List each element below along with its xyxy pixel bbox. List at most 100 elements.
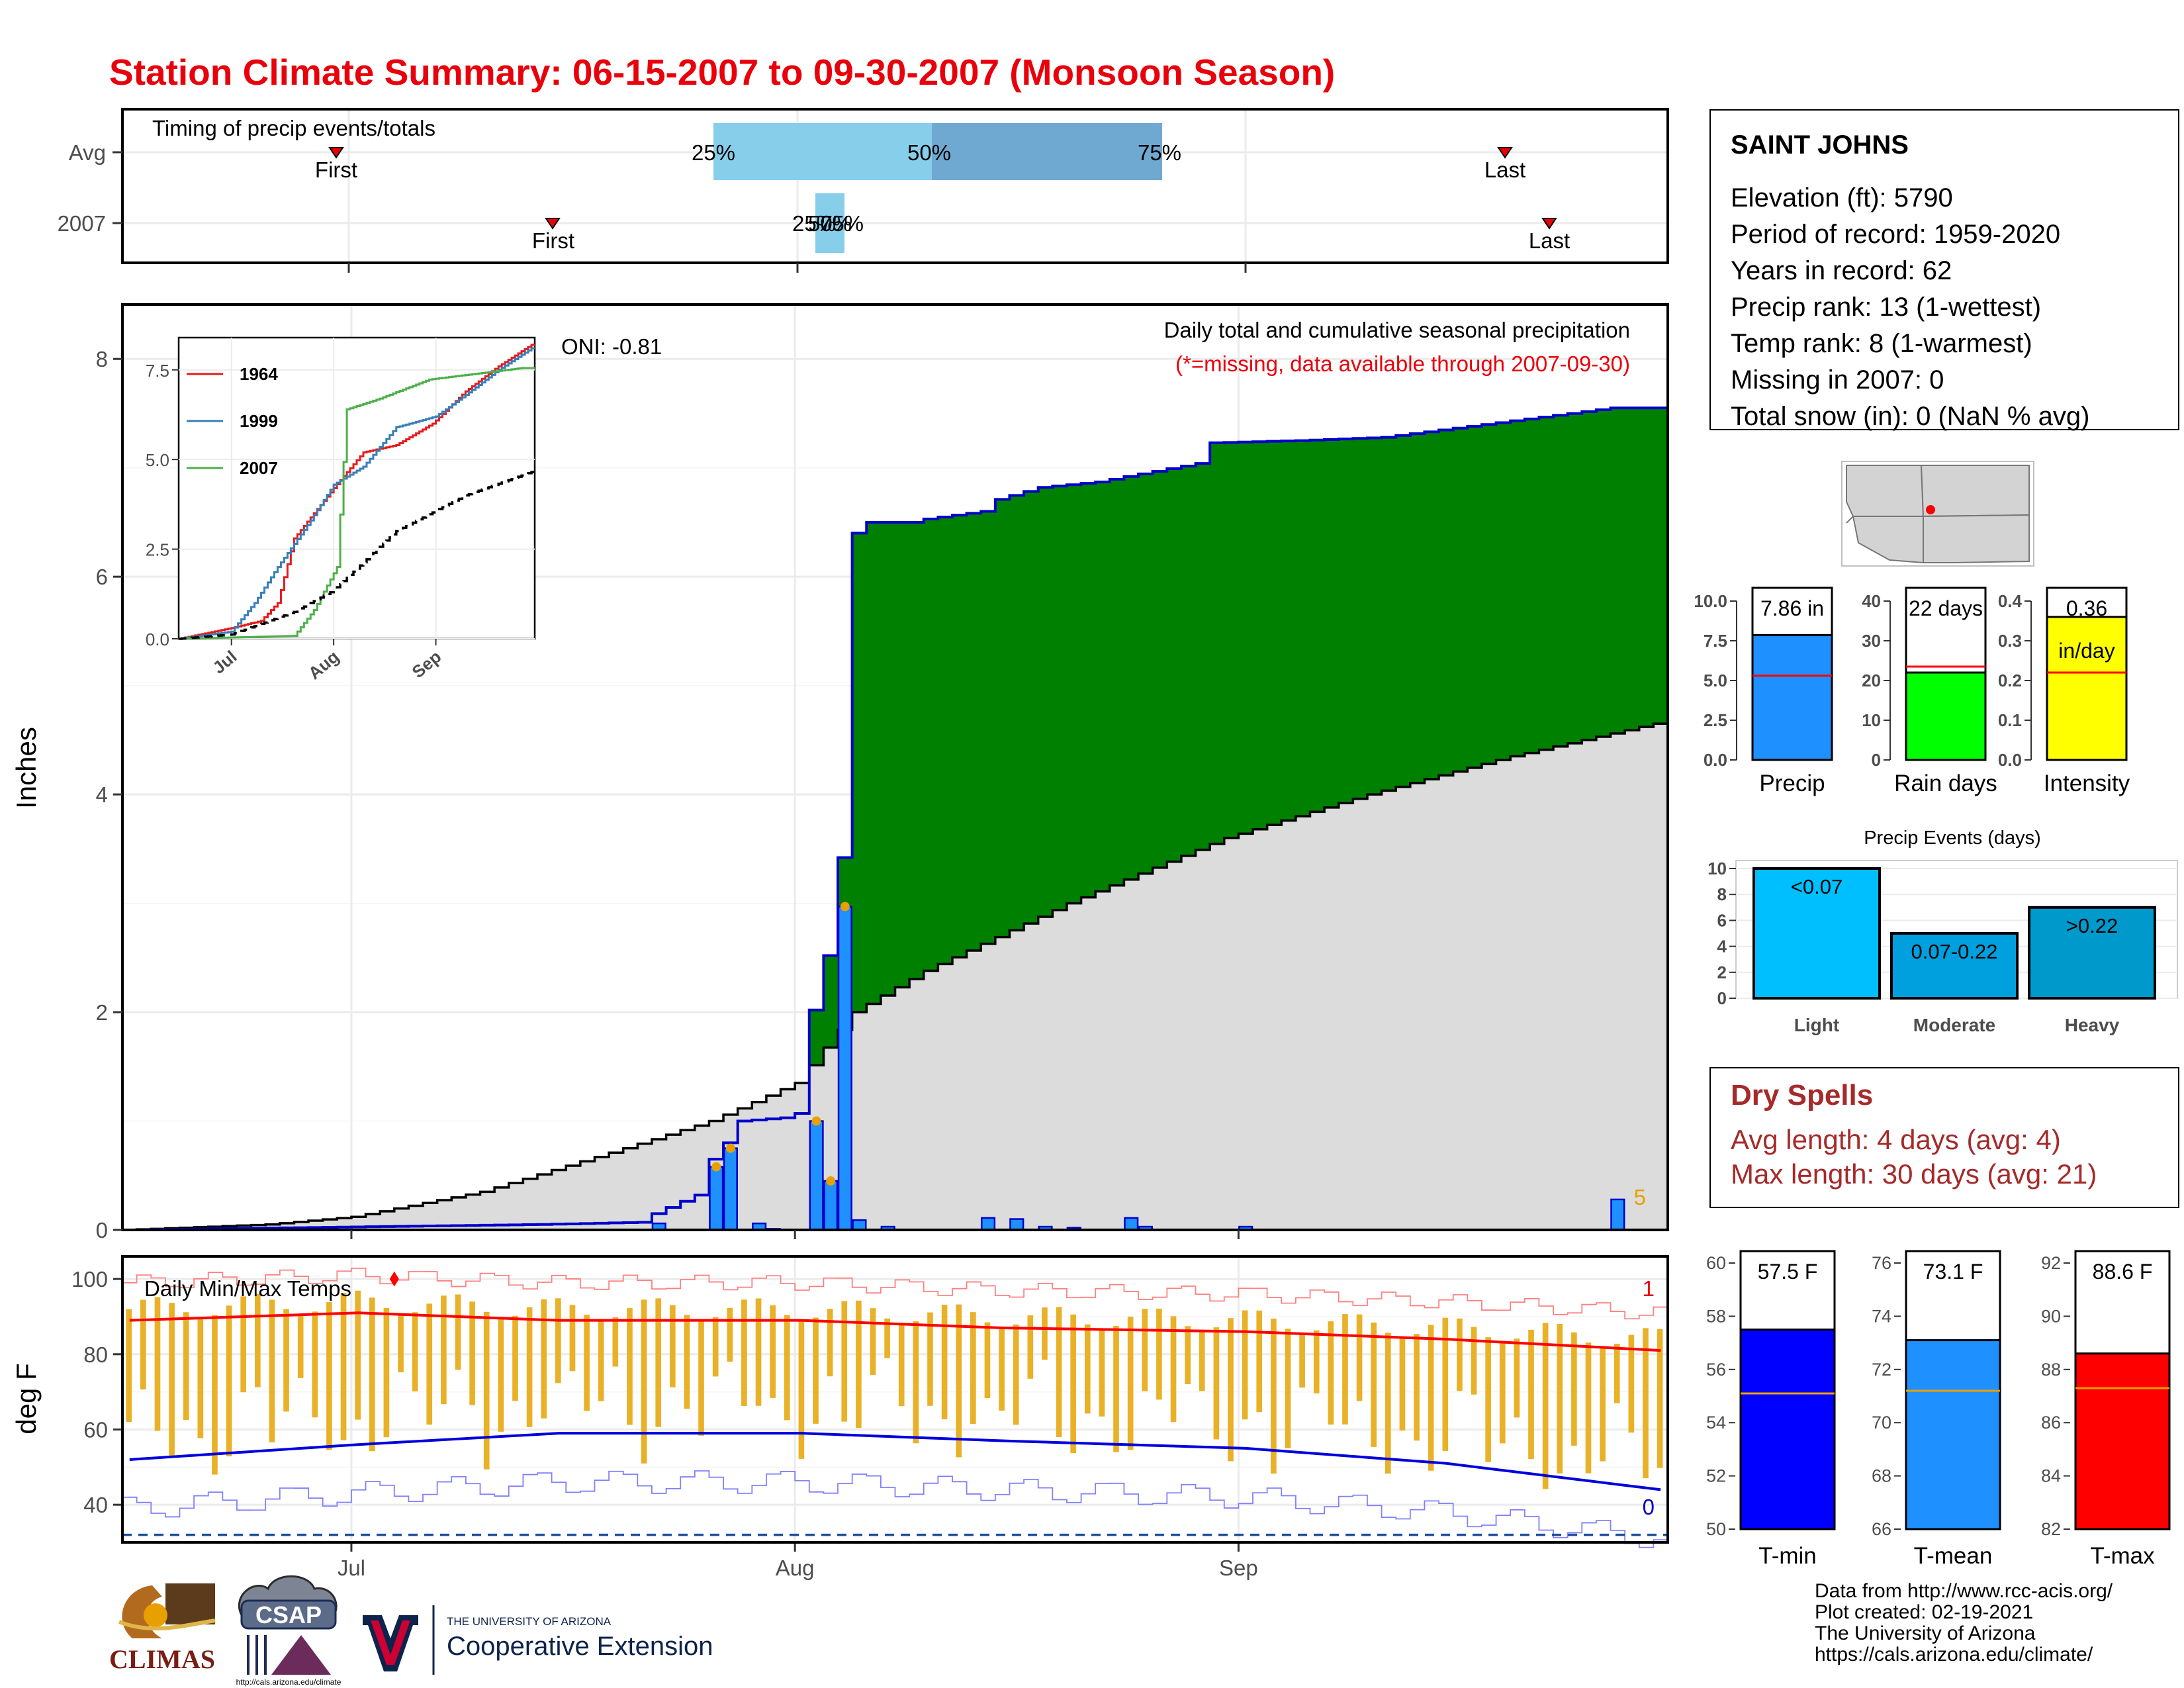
csap-logo-text: CSAP <box>255 1601 322 1628</box>
temp-bar-label: T-max <box>2090 1543 2155 1569</box>
daily-temp-range-bar <box>1457 1318 1463 1391</box>
small-bar-tick: 0.3 <box>1998 631 2022 651</box>
inset-legend-label: 1964 <box>240 364 278 384</box>
y2007-p25-label: 25% <box>792 211 836 236</box>
events-bar-moderate <box>1890 932 2019 1000</box>
small-bar-label: Intensity <box>2044 771 2130 796</box>
events-bar-bin: >0.22 <box>2066 914 2118 937</box>
small-bar-tick: 20 <box>1862 671 1881 690</box>
daily-temp-range-bar <box>369 1297 375 1452</box>
daily-temp-range-bar <box>727 1307 733 1362</box>
row-label-avg: Avg <box>69 140 106 165</box>
daily-temp-range-bar <box>784 1315 790 1421</box>
daily-temp-range-bar <box>1356 1314 1363 1401</box>
daily-temp-range-bar <box>870 1308 876 1375</box>
small-bar-tick: 40 <box>1862 591 1881 611</box>
temp-bar-tick: 52 <box>1706 1466 1726 1486</box>
temp-bar-tick: 56 <box>1706 1360 1726 1380</box>
credit-university: The University of Arizona <box>1815 1622 2036 1644</box>
inset-legend-label: 1999 <box>240 411 278 431</box>
temp-bar-tick: 82 <box>2041 1519 2061 1539</box>
daily-temp-range-bar <box>1099 1329 1105 1417</box>
comparison-bar-rain-days: 0 10 20 30 40 22 days Rain days <box>1862 586 1997 796</box>
daily-temp-range-bar <box>340 1293 347 1440</box>
avg-q1-bar <box>713 123 932 180</box>
temp-bar-label: T-mean <box>1914 1543 1993 1569</box>
record-high-marker <box>389 1271 399 1287</box>
temp-ytick-label: 40 <box>83 1493 108 1517</box>
daily-temp-range-bar <box>1600 1347 1606 1462</box>
events-title: Precip Events (days) <box>1864 827 2041 849</box>
daily-temp-range-bar <box>669 1305 676 1387</box>
small-bar-tick: 10 <box>1862 710 1881 730</box>
record-low-line <box>122 1470 1668 1548</box>
climas-logo: CLIMAS <box>109 1583 216 1674</box>
temp-bar-tick: 68 <box>1872 1466 1891 1486</box>
small-bar-tick: 0.0 <box>1704 750 1727 770</box>
temp-bar-tick: 66 <box>1872 1519 1891 1539</box>
daily-temp-range-bar <box>1142 1309 1148 1391</box>
daily-temp-range-bar <box>1042 1307 1048 1360</box>
heavy-day-marker <box>711 1162 721 1172</box>
y2007-first-marker <box>545 218 561 230</box>
daily-temp-range-bar <box>254 1293 261 1387</box>
station-period: Period of record: 1959-2020 <box>1731 220 2061 249</box>
small-bar-fill <box>1751 633 1833 761</box>
temp-bar-tick: 76 <box>1872 1253 1891 1273</box>
daily-temp-range-bar <box>426 1303 433 1425</box>
y2007-q-bar <box>815 193 844 253</box>
temperature-comparison-bars: 50 52 54 56 58 60 57.5 F T-min 66 68 70 72 74 76 73.1 … <box>1706 1250 2171 1569</box>
daily-temp-range-bar <box>1342 1314 1348 1425</box>
daily-temp-range-bar <box>483 1311 490 1470</box>
timing-title: Timing of precip events/totals <box>152 116 435 140</box>
small-bar-value: 0.36 <box>2066 596 2107 620</box>
small-bar-tick: 5.0 <box>1704 671 1727 690</box>
events-ytick: 4 <box>1717 937 1727 957</box>
events-bar-heavy <box>2028 906 2156 1000</box>
temp-bar-value: 57.5 F <box>1758 1260 1818 1284</box>
station-snow: Total snow (in): 0 (NaN % avg) <box>1731 402 2090 431</box>
station-precip-rank: Precip rank: 13 (1-wettest) <box>1731 293 2042 322</box>
daily-temp-range-bar <box>1528 1329 1534 1460</box>
daily-temp-range-bar <box>1614 1343 1620 1403</box>
inset-xtick-label: Aug <box>304 647 343 683</box>
daily-temp-range-bar <box>941 1305 948 1420</box>
small-bar-value-unit: in/day <box>2058 639 2115 663</box>
daily-temp-range-bar <box>956 1304 962 1458</box>
temp-panel-title: Daily Min/Max Temps <box>144 1276 351 1301</box>
station-years: Years in record: 62 <box>1731 256 1952 285</box>
avg-first-label: First <box>315 158 357 182</box>
heavy-day-marker <box>840 902 850 912</box>
events-bar-label: Moderate <box>1913 1015 1995 1035</box>
daily-temp-range-bar <box>1299 1333 1305 1388</box>
temp-count-low: 0 <box>1643 1495 1655 1519</box>
daily-precip-bar <box>837 906 852 1231</box>
events-ytick: 6 <box>1717 910 1727 930</box>
daily-temp-range-bar <box>898 1324 905 1407</box>
events-bar-light <box>1752 867 1881 1000</box>
daily-temp-range-bar <box>1056 1307 1062 1437</box>
temp-bar-tick: 92 <box>2041 1253 2061 1273</box>
daily-temp-range-bar <box>326 1302 332 1450</box>
temp-bar-t-mean: 66 68 70 72 74 76 73.1 F T-mean <box>1872 1250 2001 1569</box>
y2007-first-label: First <box>532 228 574 253</box>
average-min-line <box>129 1432 1661 1491</box>
daily-temp-range-bar <box>712 1317 719 1377</box>
precip-ytick-label: 2 <box>96 1000 108 1025</box>
temperature-plot: 40 60 80 100 Jul Aug Sep <box>71 1230 1668 1580</box>
daily-temp-range-bar <box>541 1299 547 1419</box>
temp-bar-tick: 74 <box>1872 1306 1891 1326</box>
precip-ylabel: Inches <box>11 727 42 809</box>
station-location-marker <box>1926 505 1935 514</box>
daily-temp-range-bar <box>297 1314 304 1378</box>
small-bar-tick: 7.5 <box>1704 631 1727 651</box>
daily-temp-range-bar <box>655 1298 662 1427</box>
daily-temp-range-bar <box>1113 1326 1119 1452</box>
daily-temp-range-bar <box>1256 1310 1263 1413</box>
temp-count-high: 1 <box>1643 1276 1655 1301</box>
heavy-day-marker <box>725 1143 735 1153</box>
ua-line1: THE UNIVERSITY OF ARIZONA <box>447 1615 612 1628</box>
daily-temp-range-bar <box>770 1305 776 1398</box>
daily-temp-range-bar <box>813 1317 819 1424</box>
